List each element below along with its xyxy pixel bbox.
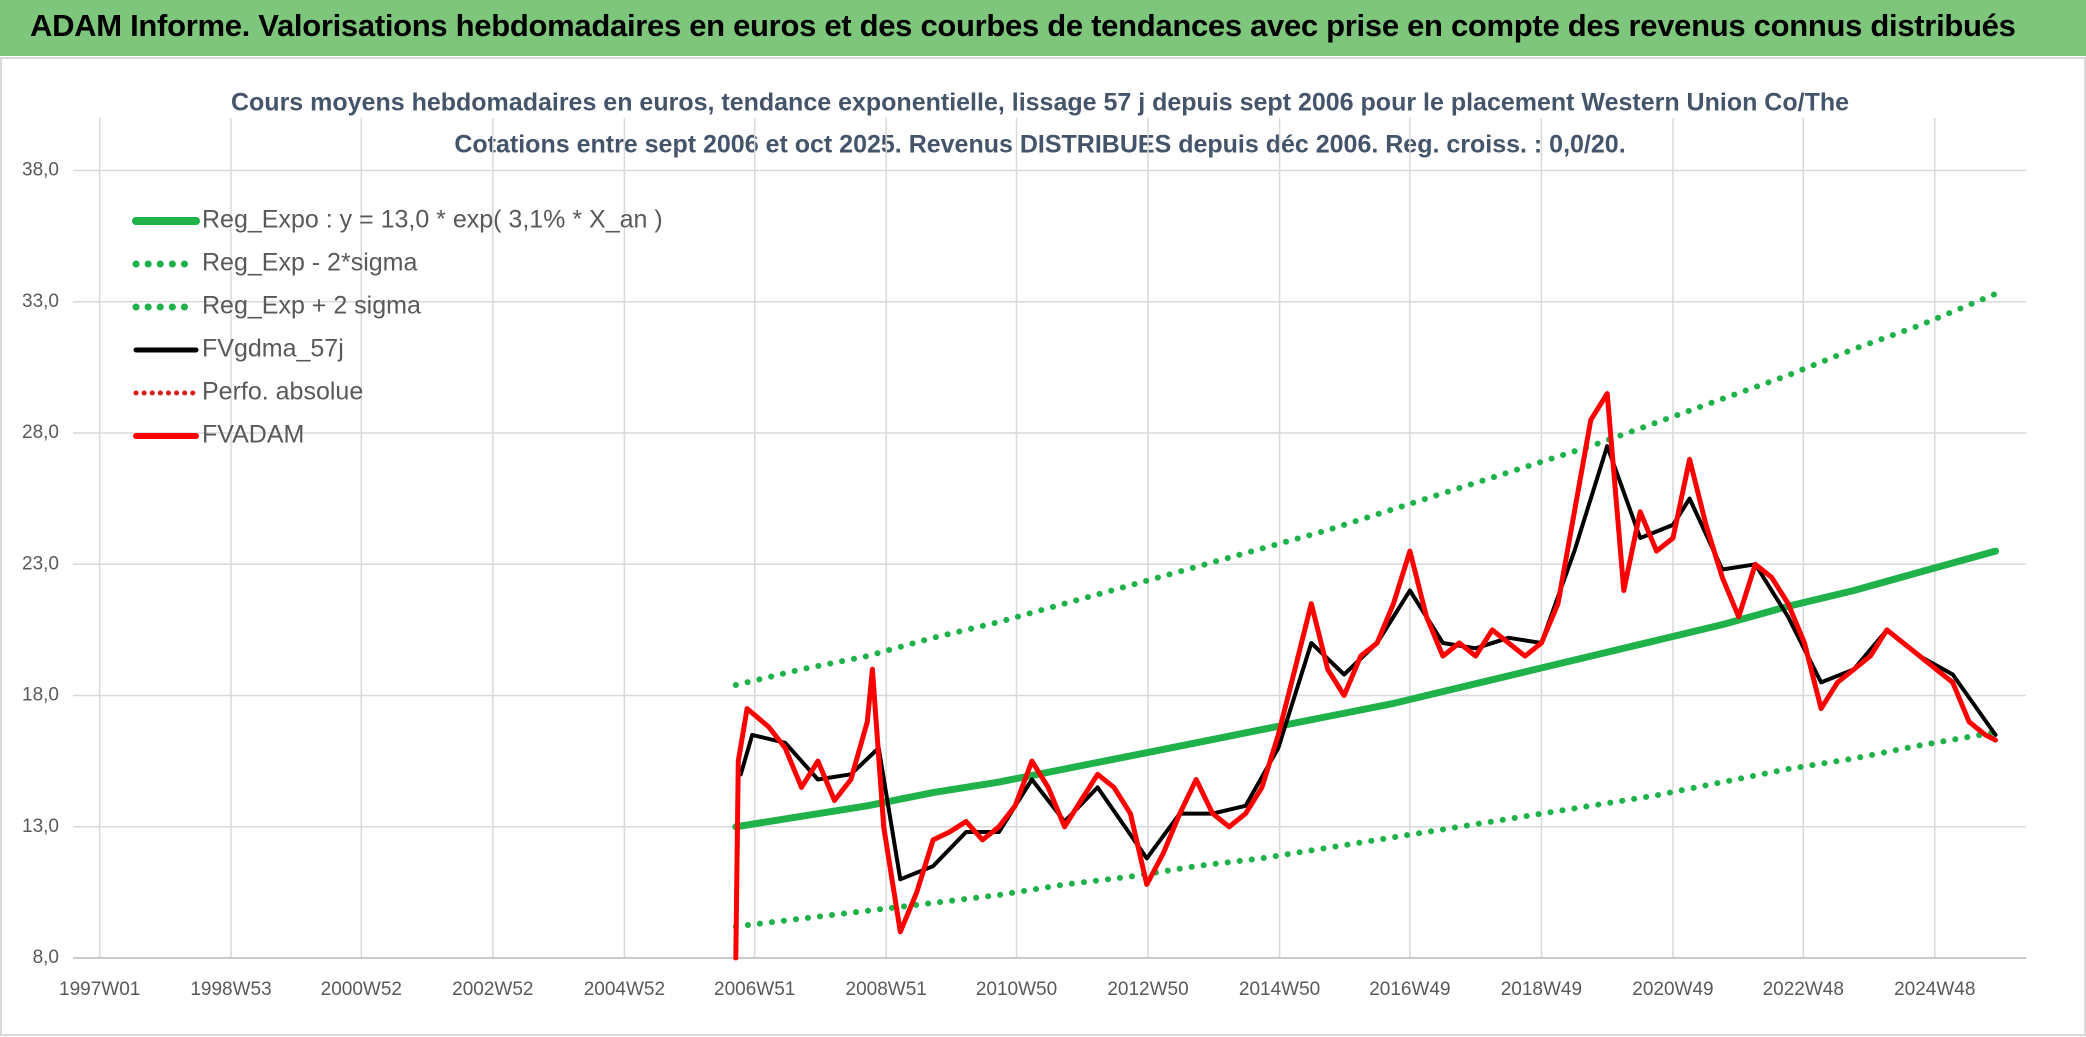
x-tick-label: 1998W53 [190, 979, 271, 1000]
x-tick-label: 2008W51 [846, 979, 927, 1000]
series-line [732, 547, 1999, 831]
y-tick-label: 13,0 [22, 816, 59, 837]
x-tick-label: 2024W48 [1894, 979, 1975, 1000]
y-tick-label: 33,0 [22, 291, 59, 312]
x-tick-label: 2014W50 [1239, 979, 1320, 1000]
series-line [732, 729, 1999, 930]
x-tick-label: 1997W01 [59, 979, 140, 1000]
chart-frame [0, 57, 2086, 1036]
header-band: ADAM Informe. Valorisations hebdomadaire… [0, 0, 2086, 56]
chart: Cours moyens hebdomadaires en euros, ten… [0, 57, 2086, 1036]
header-title: ADAM Informe. Valorisations hebdomadaire… [30, 8, 2016, 43]
series-line [733, 391, 1998, 961]
y-tick-label: 38,0 [22, 160, 59, 181]
x-tick-label: 2012W50 [1107, 979, 1188, 1000]
y-tick-label: 18,0 [22, 685, 59, 706]
chart-title: Cours moyens hebdomadaires en euros, ten… [231, 89, 1849, 117]
chart-subtitle: Cotations entre sept 2006 et oct 2025. R… [454, 131, 1625, 159]
x-tick-label: 2016W49 [1369, 979, 1450, 1000]
x-tick-label: 2004W52 [584, 979, 665, 1000]
x-tick-label: 2000W52 [321, 979, 402, 1000]
y-tick-label: 8,0 [33, 947, 59, 968]
x-tick-label: 2002W52 [452, 979, 533, 1000]
legend-label: Reg_Exp + 2 sigma [202, 292, 421, 320]
x-tick-label: 2010W50 [976, 979, 1057, 1000]
x-tick-label: 2018W49 [1501, 979, 1582, 1000]
legend-label: Reg_Expo : y = 13,0 * exp( 3,1% * X_an ) [202, 206, 663, 234]
legend-label: Reg_Exp - 2*sigma [202, 249, 417, 277]
x-tick-label: 2006W51 [714, 979, 795, 1000]
x-tick-label: 2020W49 [1632, 979, 1713, 1000]
y-tick-label: 23,0 [22, 553, 59, 574]
y-tick-label: 28,0 [22, 422, 59, 443]
series-line [732, 290, 1999, 688]
legend-label: FVADAM [202, 421, 304, 449]
legend-label: Perfo. absolue [202, 378, 363, 406]
x-tick-label: 2022W48 [1763, 979, 1844, 1000]
legend-label: FVgdma_57j [202, 335, 344, 363]
